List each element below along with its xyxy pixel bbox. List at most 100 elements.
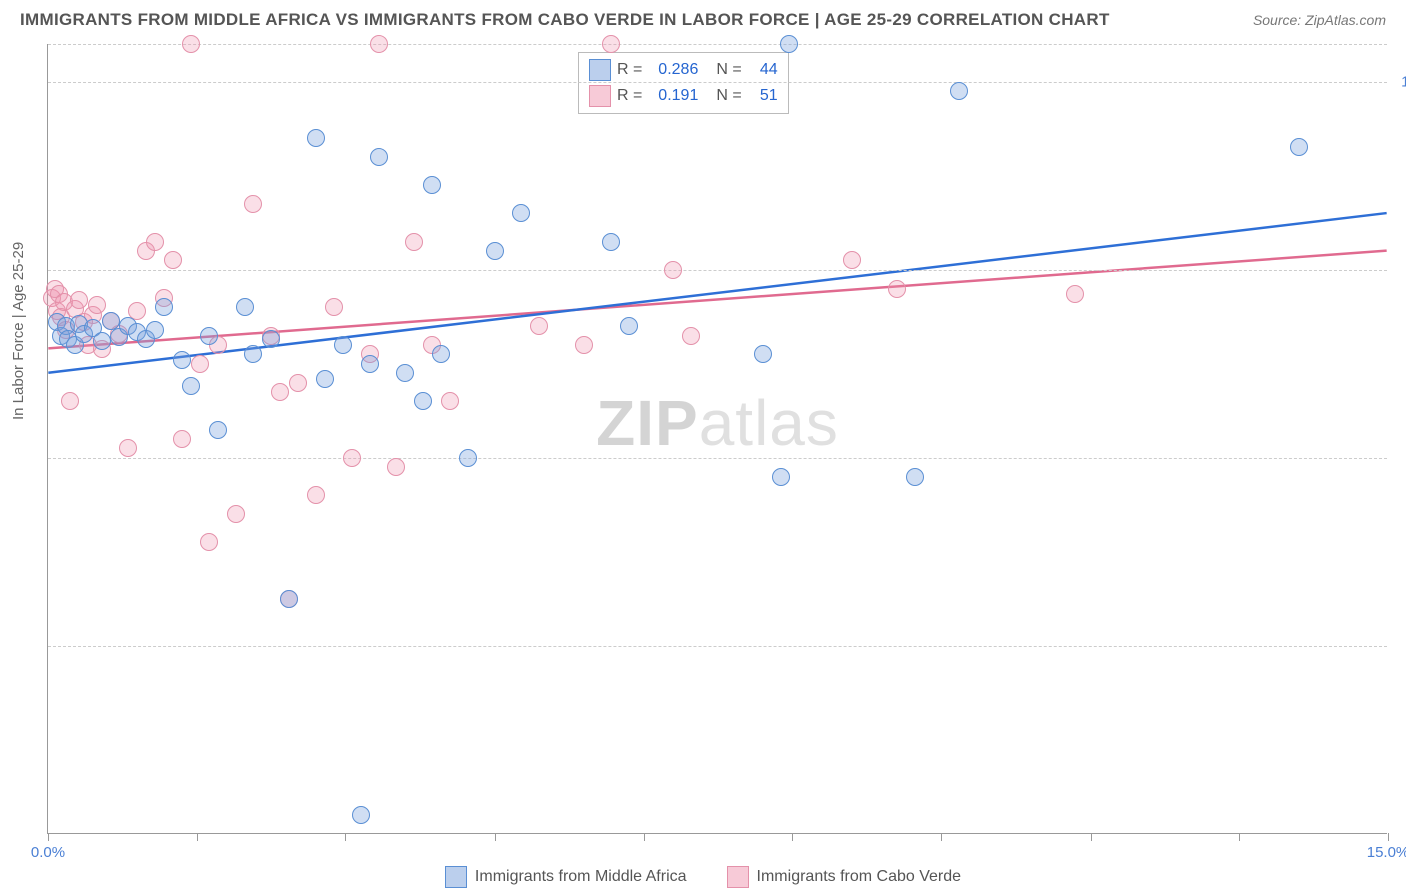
scatter-point <box>262 330 280 348</box>
legend-swatch <box>445 866 467 888</box>
scatter-point <box>459 449 477 467</box>
scatter-point <box>843 251 861 269</box>
legend-r-value: 0.191 <box>648 87 698 105</box>
gridline <box>48 458 1387 459</box>
y-tick-label: 70.0% <box>1392 637 1406 654</box>
x-tick <box>644 833 645 841</box>
scatter-point <box>61 392 79 410</box>
gridline <box>48 646 1387 647</box>
gridline <box>48 44 1387 45</box>
scatter-point <box>1066 285 1084 303</box>
x-tick <box>495 833 496 841</box>
scatter-point <box>307 486 325 504</box>
trend-lines <box>48 44 1387 833</box>
scatter-point <box>432 345 450 363</box>
scatter-point <box>602 233 620 251</box>
x-tick <box>1091 833 1092 841</box>
gridline <box>48 82 1387 83</box>
gridline <box>48 270 1387 271</box>
scatter-point <box>325 298 343 316</box>
x-tick <box>345 833 346 841</box>
scatter-point <box>316 370 334 388</box>
scatter-point <box>307 129 325 147</box>
scatter-point <box>119 439 137 457</box>
legend-n-value: 44 <box>748 61 778 79</box>
legend-stats-row: R =0.191N =51 <box>589 83 778 109</box>
x-tick <box>1388 833 1389 841</box>
scatter-point <box>173 430 191 448</box>
bottom-legend-item: Immigrants from Middle Africa <box>445 866 687 888</box>
watermark-zip: ZIP <box>596 387 699 459</box>
scatter-point <box>370 35 388 53</box>
scatter-point <box>182 35 200 53</box>
scatter-point <box>441 392 459 410</box>
y-tick-label: 90.0% <box>1392 261 1406 278</box>
scatter-point <box>387 458 405 476</box>
scatter-point <box>209 421 227 439</box>
scatter-point <box>155 298 173 316</box>
scatter-point <box>146 233 164 251</box>
legend-n-label: N = <box>716 87 741 105</box>
bottom-legend-item: Immigrants from Cabo Verde <box>727 866 962 888</box>
scatter-point <box>575 336 593 354</box>
scatter-point <box>191 355 209 373</box>
scatter-point <box>271 383 289 401</box>
y-tick-label: 100.0% <box>1392 73 1406 90</box>
x-tick-label: 0.0% <box>31 844 65 861</box>
y-tick-label: 80.0% <box>1392 449 1406 466</box>
watermark: ZIPatlas <box>596 386 839 460</box>
bottom-legend-label: Immigrants from Middle Africa <box>475 868 687 886</box>
scatter-point <box>530 317 548 335</box>
scatter-point <box>405 233 423 251</box>
bottom-legend-label: Immigrants from Cabo Verde <box>757 868 962 886</box>
scatter-point <box>102 312 120 330</box>
scatter-point <box>164 251 182 269</box>
scatter-point <box>664 261 682 279</box>
scatter-point <box>70 291 88 309</box>
scatter-point <box>182 377 200 395</box>
scatter-point <box>754 345 772 363</box>
x-tick <box>197 833 198 841</box>
chart-title: IMMIGRANTS FROM MIDDLE AFRICA VS IMMIGRA… <box>20 10 1110 30</box>
scatter-point <box>146 321 164 339</box>
legend-n-label: N = <box>716 61 741 79</box>
scatter-point <box>352 806 370 824</box>
x-tick <box>1239 833 1240 841</box>
x-tick <box>941 833 942 841</box>
scatter-point <box>486 242 504 260</box>
scatter-point <box>343 449 361 467</box>
scatter-point <box>906 468 924 486</box>
scatter-point <box>682 327 700 345</box>
chart-area: ZIPatlas R =0.286N =44R =0.191N =51 70.0… <box>47 44 1387 834</box>
header: IMMIGRANTS FROM MIDDLE AFRICA VS IMMIGRA… <box>0 0 1406 38</box>
scatter-point <box>512 204 530 222</box>
scatter-point <box>602 35 620 53</box>
scatter-point <box>244 195 262 213</box>
scatter-point <box>173 351 191 369</box>
scatter-point <box>227 505 245 523</box>
scatter-point <box>414 392 432 410</box>
scatter-point <box>888 280 906 298</box>
x-tick <box>48 833 49 841</box>
x-tick-label: 15.0% <box>1367 844 1406 861</box>
scatter-point <box>1290 138 1308 156</box>
scatter-point <box>423 176 441 194</box>
legend-r-label: R = <box>617 61 642 79</box>
legend-n-value: 51 <box>748 87 778 105</box>
legend-swatch <box>589 85 611 107</box>
bottom-legend: Immigrants from Middle Africa Immigrants … <box>0 866 1406 888</box>
scatter-point <box>93 332 111 350</box>
scatter-point <box>780 35 798 53</box>
x-tick <box>792 833 793 841</box>
scatter-point <box>88 296 106 314</box>
scatter-point <box>200 327 218 345</box>
legend-swatch <box>727 866 749 888</box>
watermark-atlas: atlas <box>699 387 839 459</box>
legend-stats-row: R = 0.286 N = 44 <box>589 57 778 83</box>
scatter-point <box>244 345 262 363</box>
scatter-point <box>334 336 352 354</box>
legend-r-value: 0.286 <box>648 61 698 79</box>
scatter-point <box>950 82 968 100</box>
scatter-point <box>370 148 388 166</box>
scatter-point <box>236 298 254 316</box>
